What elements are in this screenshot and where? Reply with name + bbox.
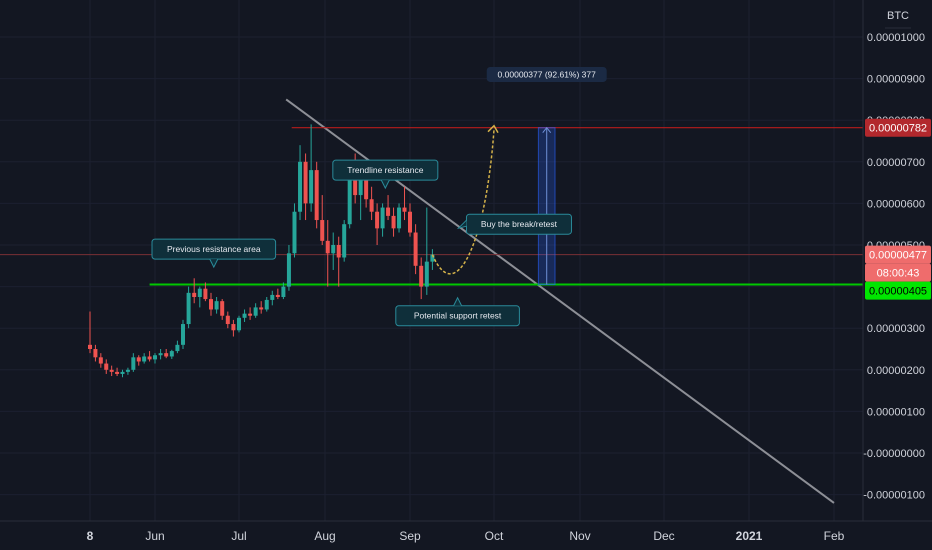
candle-body bbox=[110, 370, 114, 372]
candle-body bbox=[287, 253, 291, 286]
candle-body bbox=[281, 287, 285, 297]
x-tick-label: Feb bbox=[824, 529, 845, 543]
candle-body bbox=[414, 233, 418, 266]
candle-body bbox=[115, 372, 119, 374]
candle-body bbox=[276, 295, 280, 297]
candle-body bbox=[209, 299, 213, 309]
price-badge-text: 0.00000405 bbox=[869, 286, 927, 298]
candle-body bbox=[375, 212, 379, 229]
candle-body bbox=[181, 324, 185, 345]
candle-body bbox=[192, 293, 196, 297]
y-tick-label: 0.00000100 bbox=[867, 406, 925, 418]
candle-body bbox=[126, 370, 130, 372]
candle-body bbox=[419, 266, 423, 287]
price-badge: 08:00:43 bbox=[865, 264, 931, 282]
candle-body bbox=[226, 316, 230, 324]
candle-body bbox=[397, 208, 401, 229]
candle-body bbox=[187, 293, 191, 324]
candle-body bbox=[148, 356, 152, 359]
candle-body bbox=[131, 357, 135, 369]
candle-body bbox=[309, 170, 313, 203]
candle-body bbox=[408, 212, 412, 233]
x-tick-label: Jun bbox=[145, 529, 164, 543]
x-tick-label: Aug bbox=[314, 529, 335, 543]
candle-body bbox=[425, 262, 429, 287]
candle-body bbox=[99, 357, 103, 363]
x-tick-label: Nov bbox=[569, 529, 590, 543]
candle-body bbox=[175, 345, 179, 351]
candle-body bbox=[292, 212, 296, 254]
candle-body bbox=[320, 220, 324, 241]
x-tick-label: Oct bbox=[485, 529, 504, 543]
candle-body bbox=[137, 357, 141, 361]
annotation-text: Previous resistance area bbox=[167, 244, 261, 254]
measure-box bbox=[538, 128, 555, 285]
price-badge-text: 0.00000477 bbox=[869, 250, 927, 262]
candle-body bbox=[164, 353, 168, 356]
candle-body bbox=[203, 289, 207, 299]
candle-body bbox=[304, 162, 308, 204]
annotation-text: 0.00000377 (92.61%) 377 bbox=[498, 69, 597, 79]
candle-body bbox=[386, 208, 390, 216]
candle-body bbox=[315, 170, 319, 220]
y-tick-label: 0.00000600 bbox=[867, 198, 925, 210]
price-badge-text: 0.00000782 bbox=[869, 123, 927, 135]
annotation-text: Buy the break/retest bbox=[481, 219, 558, 229]
y-tick-label: 0.00001000 bbox=[867, 32, 925, 44]
candle-body bbox=[342, 224, 346, 257]
candle-body bbox=[337, 245, 341, 257]
candle-body bbox=[159, 353, 163, 355]
x-tick-label: Sep bbox=[399, 529, 421, 543]
annotation-text: Potential support retest bbox=[414, 311, 502, 321]
candle-body bbox=[259, 307, 263, 309]
candle-body bbox=[381, 208, 385, 229]
price-badge-text: 08:00:43 bbox=[877, 268, 920, 280]
y-tick-label: 0.00000700 bbox=[867, 157, 925, 169]
candle-body bbox=[153, 355, 157, 359]
candle-body bbox=[142, 356, 146, 361]
price-axis[interactable]: BTC 0.000010000.000009000.000008000.0000… bbox=[863, 0, 932, 521]
candle-body bbox=[370, 199, 374, 211]
y-tick-label: 0.00000900 bbox=[867, 74, 925, 86]
candle-body bbox=[254, 307, 258, 315]
x-tick-label: 2021 bbox=[736, 529, 763, 543]
candle-body bbox=[93, 349, 97, 357]
y-tick-label: 0.00000300 bbox=[867, 323, 925, 335]
candle-body bbox=[331, 245, 335, 253]
y-tick-label: 0.00000200 bbox=[867, 365, 925, 377]
x-tick-label: 8 bbox=[87, 529, 94, 543]
candle-body bbox=[88, 345, 92, 349]
candle-body bbox=[220, 301, 224, 316]
annotation-callout: 0.00000377 (92.61%) 377 bbox=[487, 67, 606, 81]
y-tick-label: -0.00000000 bbox=[863, 448, 925, 460]
candle-body bbox=[298, 162, 302, 212]
candle-body bbox=[248, 314, 252, 316]
currency-label: BTC bbox=[887, 10, 909, 22]
candle-body bbox=[265, 300, 269, 310]
annotation-callout: Buy the break/retest bbox=[458, 214, 571, 234]
candle-body bbox=[403, 208, 407, 212]
candle-body bbox=[231, 324, 235, 330]
candle-body bbox=[198, 289, 202, 297]
candle-body bbox=[170, 351, 174, 356]
candle-body bbox=[104, 364, 108, 370]
candle-body bbox=[270, 295, 274, 300]
price-badge: 0.00000477 bbox=[865, 246, 931, 264]
candle-body bbox=[243, 314, 247, 318]
x-tick-label: Jul bbox=[231, 529, 246, 543]
candle-body bbox=[237, 318, 241, 330]
candle-body bbox=[364, 178, 368, 199]
candle-body bbox=[326, 241, 330, 253]
candle-body bbox=[392, 216, 396, 228]
candle-body bbox=[121, 372, 125, 374]
x-tick-label: Dec bbox=[653, 529, 674, 543]
y-tick-label: -0.00000100 bbox=[863, 490, 925, 502]
candle-body bbox=[359, 178, 363, 195]
candle-body bbox=[215, 301, 219, 309]
annotation-text: Trendline resistance bbox=[347, 165, 423, 175]
price-badge: 0.00000782 bbox=[865, 119, 931, 137]
price-badge: 0.00000405 bbox=[865, 282, 931, 300]
